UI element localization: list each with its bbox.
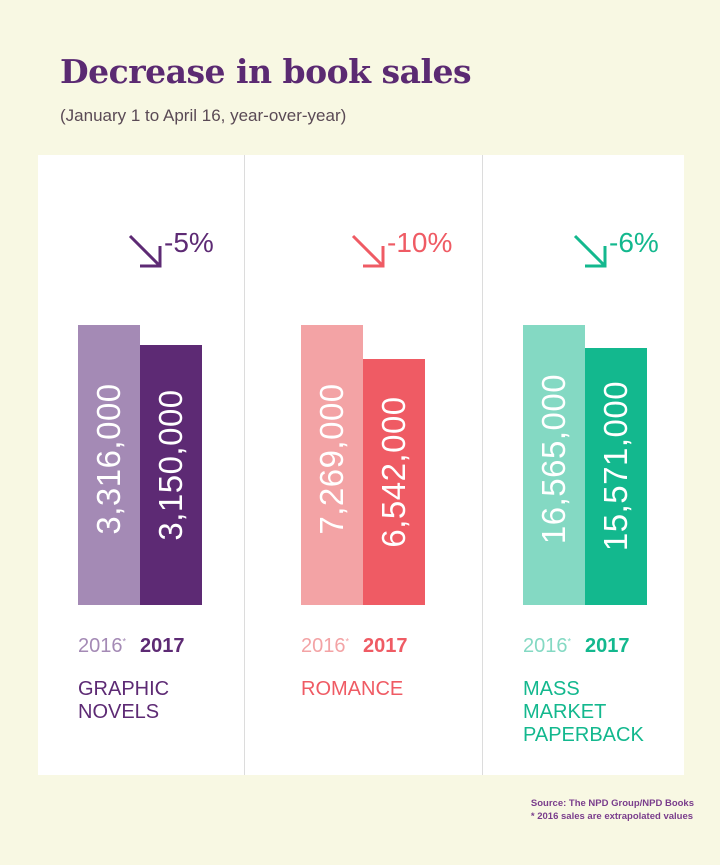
bar-value-label: 15,571,000 xyxy=(597,381,634,552)
bar-value-label: 6,542,000 xyxy=(375,396,412,548)
category-label: ROMANCE xyxy=(301,678,404,700)
year-text: 2016 xyxy=(523,635,568,657)
category-label: GRAPHIC NOVELS xyxy=(78,678,170,723)
bar-2016: 3,316,000 xyxy=(78,325,140,605)
year-label-2016: 2016* xyxy=(523,635,571,658)
category-label: MASS MARKET PAPERBACK xyxy=(523,678,644,746)
down-arrow-icon xyxy=(351,234,385,268)
year-label-2017: 2017 xyxy=(363,635,408,657)
percent-change-label: -5% xyxy=(164,227,214,258)
source-line: Source: The NPD Group/NPD Books xyxy=(530,798,694,809)
bar-value-label: 3,316,000 xyxy=(90,383,127,536)
bar-2017: 6,542,000 xyxy=(363,359,425,605)
percent-change-label: -10% xyxy=(387,227,453,258)
year-label-2017: 2017 xyxy=(585,635,630,657)
panel-divider xyxy=(482,155,483,775)
bar-2016: 16,565,000 xyxy=(523,325,585,605)
category-panel: 7,269,000 6,542,000 -10% 2016* 2017 ROMANCE xyxy=(245,155,482,775)
category-panel: 3,316,000 3,150,000 -5% 2016* 2017 GRAPHIC NO… xyxy=(38,155,244,775)
footnote-mark: * xyxy=(567,636,572,647)
chart-subtitle: (January 1 to April 16, year-over-year) xyxy=(60,106,347,125)
bar-2017: 3,150,000 xyxy=(140,345,202,605)
source-note: Source: The NPD Group/NPD Books * 2016 s… xyxy=(531,797,694,823)
category-panel: 16,565,000 15,571,000 -6% 2016* 2017 MASS MAR… xyxy=(483,155,684,775)
year-label-2016: 2016* xyxy=(78,635,126,658)
year-label-2016: 2016* xyxy=(301,635,349,658)
year-text: 2016 xyxy=(301,635,346,657)
bar-value-label: 16,565,000 xyxy=(535,374,572,545)
percent-change-label: -6% xyxy=(609,227,659,258)
footnote-mark: * xyxy=(122,636,127,647)
bar-value-label: 7,269,000 xyxy=(313,383,350,536)
footnote-mark: * xyxy=(345,636,350,647)
bar-2016: 7,269,000 xyxy=(301,325,363,605)
down-arrow-icon xyxy=(128,234,162,268)
bar-2017: 15,571,000 xyxy=(585,348,647,605)
extrapolation-note: * 2016 sales are extrapolated values xyxy=(530,811,694,822)
chart-title: Decrease in book sales xyxy=(60,52,472,91)
year-text: 2016 xyxy=(78,635,123,657)
bar-value-label: 3,150,000 xyxy=(152,388,189,541)
down-arrow-icon xyxy=(573,234,607,268)
panel-divider xyxy=(244,155,245,775)
year-label-2017: 2017 xyxy=(140,635,185,657)
